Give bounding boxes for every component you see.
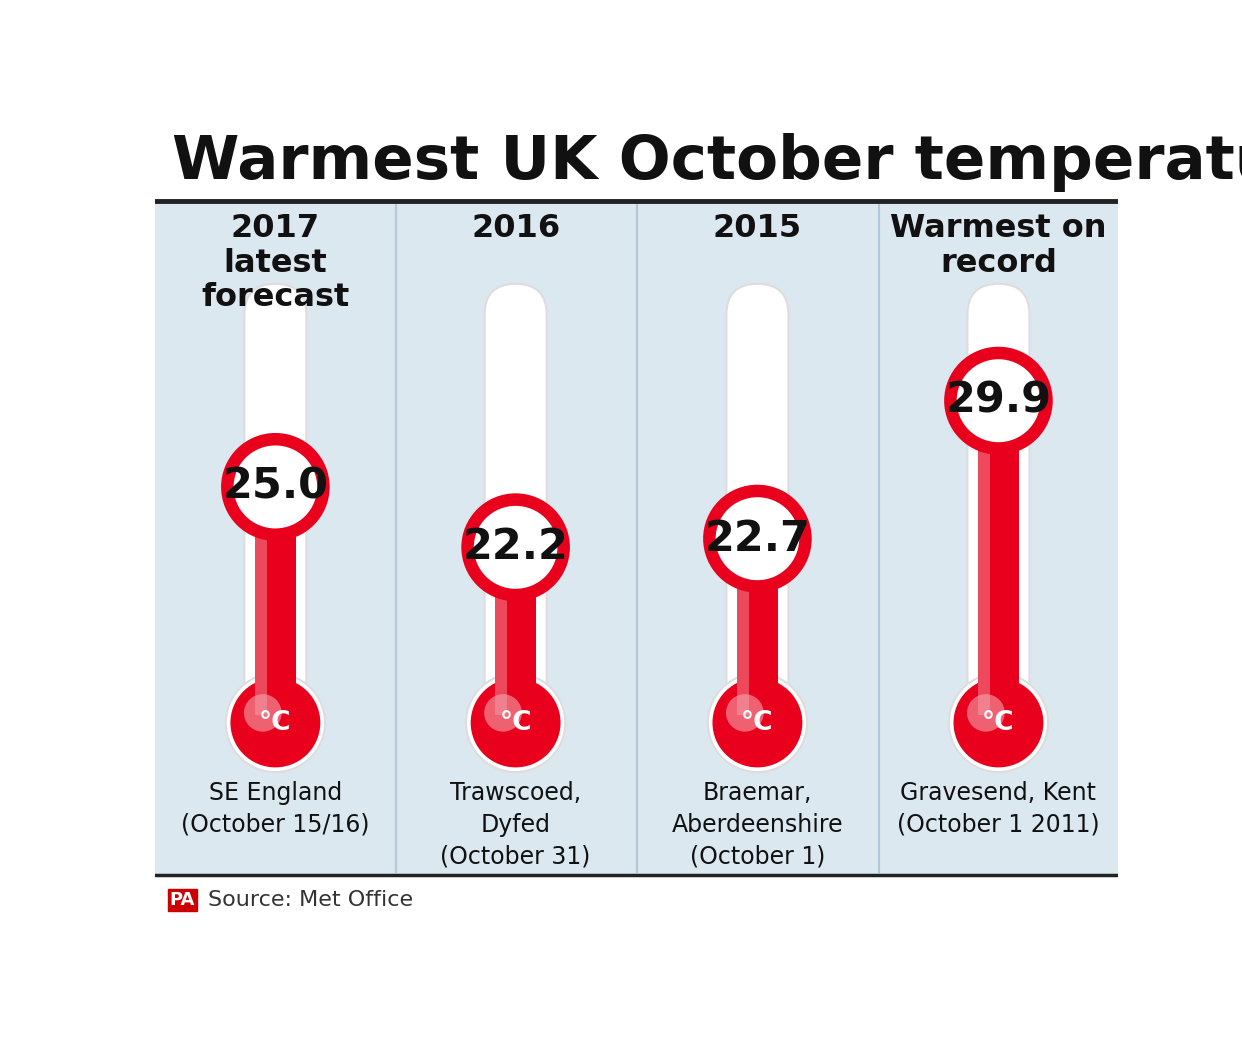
Bar — [255, 491, 296, 716]
Bar — [155, 124, 1118, 201]
Bar — [738, 542, 749, 716]
Circle shape — [468, 501, 568, 599]
Text: °C: °C — [741, 709, 774, 735]
Text: Gravesend, Kent
(October 1 2011): Gravesend, Kent (October 1 2011) — [897, 781, 1099, 837]
Text: Braemar,
Aberdeenshire
(October 1): Braemar, Aberdeenshire (October 1) — [672, 781, 843, 868]
Circle shape — [471, 678, 560, 767]
Text: PA: PA — [170, 891, 195, 908]
Text: Trawscoed,
Dyfed
(October 31): Trawscoed, Dyfed (October 31) — [441, 781, 591, 868]
Circle shape — [954, 678, 1043, 767]
Bar — [979, 404, 990, 716]
FancyBboxPatch shape — [727, 284, 789, 716]
Circle shape — [949, 673, 1048, 772]
Bar — [255, 491, 267, 716]
Circle shape — [243, 694, 282, 732]
Bar — [496, 552, 535, 716]
Circle shape — [710, 493, 810, 591]
Circle shape — [229, 441, 328, 539]
Bar — [979, 404, 1018, 716]
Bar — [155, 201, 1118, 875]
Circle shape — [226, 673, 325, 772]
Text: 2015: 2015 — [713, 213, 802, 244]
Text: °C: °C — [982, 709, 1015, 735]
Text: SE England
(October 15/16): SE England (October 15/16) — [181, 781, 370, 837]
Bar — [738, 542, 777, 716]
Circle shape — [708, 673, 807, 772]
FancyBboxPatch shape — [245, 284, 307, 716]
Bar — [168, 889, 197, 910]
Circle shape — [467, 500, 564, 595]
Bar — [155, 875, 1118, 923]
Text: Warmest on
record: Warmest on record — [891, 213, 1107, 279]
Text: 2017
latest
forecast: 2017 latest forecast — [201, 213, 349, 313]
Text: 22.7: 22.7 — [704, 517, 810, 560]
Text: Source: Met Office: Source: Met Office — [207, 890, 414, 909]
Text: °C: °C — [499, 709, 532, 735]
FancyBboxPatch shape — [484, 284, 546, 716]
Text: °C: °C — [260, 709, 292, 735]
Circle shape — [227, 440, 323, 535]
Text: 29.9: 29.9 — [945, 380, 1052, 422]
Text: Warmest UK October temperatures: Warmest UK October temperatures — [173, 134, 1242, 193]
Circle shape — [968, 694, 1005, 732]
Circle shape — [727, 694, 764, 732]
Circle shape — [951, 355, 1051, 453]
Text: 2016: 2016 — [471, 213, 560, 244]
FancyBboxPatch shape — [968, 284, 1030, 716]
Text: 25.0: 25.0 — [222, 466, 328, 508]
Circle shape — [466, 673, 565, 772]
Circle shape — [713, 678, 802, 767]
Bar — [496, 552, 507, 716]
Text: 22.2: 22.2 — [463, 527, 569, 568]
Circle shape — [484, 694, 522, 732]
Circle shape — [950, 353, 1047, 448]
Circle shape — [231, 678, 320, 767]
Circle shape — [709, 491, 806, 587]
